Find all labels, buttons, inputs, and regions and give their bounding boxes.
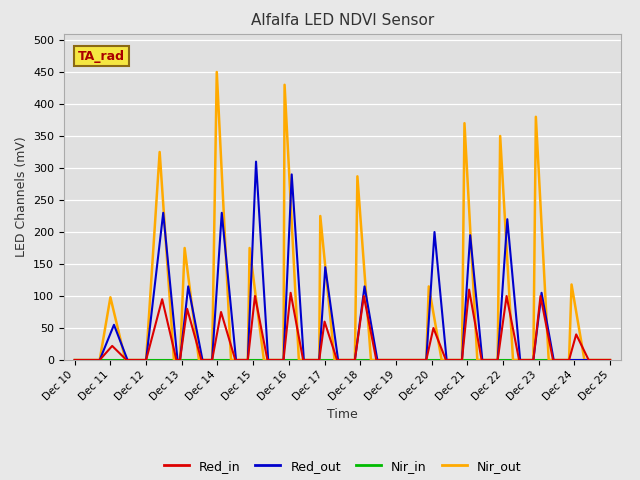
Text: TA_rad: TA_rad [78,50,125,63]
Legend: Red_in, Red_out, Nir_in, Nir_out: Red_in, Red_out, Nir_in, Nir_out [159,455,526,478]
X-axis label: Time: Time [327,408,358,421]
Title: Alfalfa LED NDVI Sensor: Alfalfa LED NDVI Sensor [251,13,434,28]
Y-axis label: LED Channels (mV): LED Channels (mV) [15,136,28,257]
